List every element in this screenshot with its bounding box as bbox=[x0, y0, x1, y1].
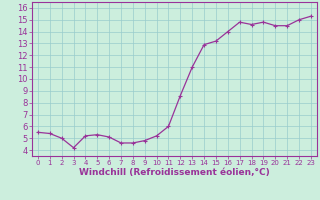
X-axis label: Windchill (Refroidissement éolien,°C): Windchill (Refroidissement éolien,°C) bbox=[79, 168, 270, 177]
